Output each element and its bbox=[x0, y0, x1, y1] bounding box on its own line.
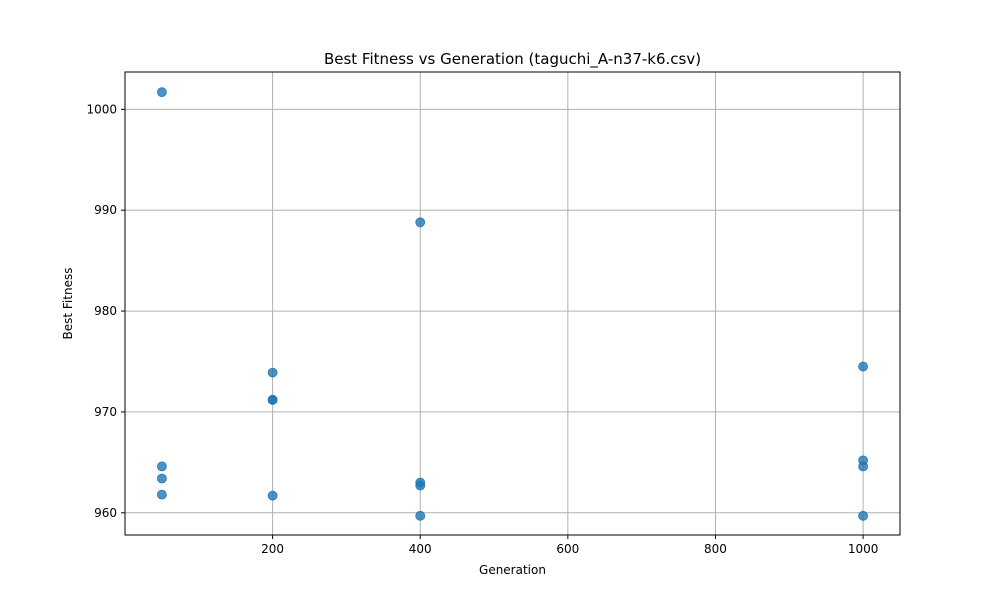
x-axis-label: Generation bbox=[479, 563, 546, 577]
scatter-point-16 bbox=[858, 510, 868, 521]
y-axis-label: Best Fitness bbox=[61, 268, 75, 340]
scatter-point-9 bbox=[415, 217, 426, 228]
points-layer bbox=[157, 87, 868, 521]
y-tick-label: 970 bbox=[94, 405, 117, 419]
scatter-point-8 bbox=[267, 490, 278, 501]
chart-title: Best Fitness vs Generation (taguchi_A-n3… bbox=[324, 50, 701, 69]
scatter-point-15 bbox=[858, 461, 868, 472]
scatter-point-13 bbox=[858, 361, 868, 372]
ticks-layer: 200 400 600 800 1000 960 970 980 990 1000 bbox=[86, 102, 878, 556]
x-tick-label: 600 bbox=[556, 542, 579, 556]
plot-frame bbox=[124, 71, 901, 536]
x-tick-label: 1000 bbox=[848, 542, 879, 556]
x-tick-label: 800 bbox=[704, 542, 727, 556]
y-tick-label: 1000 bbox=[86, 102, 117, 116]
x-tick-label: 400 bbox=[409, 542, 432, 556]
y-tick-label: 990 bbox=[94, 203, 117, 217]
scatter-point-12 bbox=[415, 510, 426, 521]
x-tick-label: 200 bbox=[261, 542, 284, 556]
scatter-point-4 bbox=[157, 489, 167, 500]
scatter-point-3 bbox=[157, 473, 167, 484]
scatter-point-1 bbox=[157, 87, 167, 98]
grid-layer bbox=[125, 72, 900, 535]
scatter-point-7 bbox=[267, 394, 278, 405]
y-tick-label: 980 bbox=[94, 304, 117, 318]
scatter-point-11 bbox=[415, 480, 426, 491]
scatter-point-5 bbox=[267, 367, 278, 378]
scatter-point-2 bbox=[157, 461, 167, 472]
y-tick-label: 960 bbox=[94, 506, 117, 520]
